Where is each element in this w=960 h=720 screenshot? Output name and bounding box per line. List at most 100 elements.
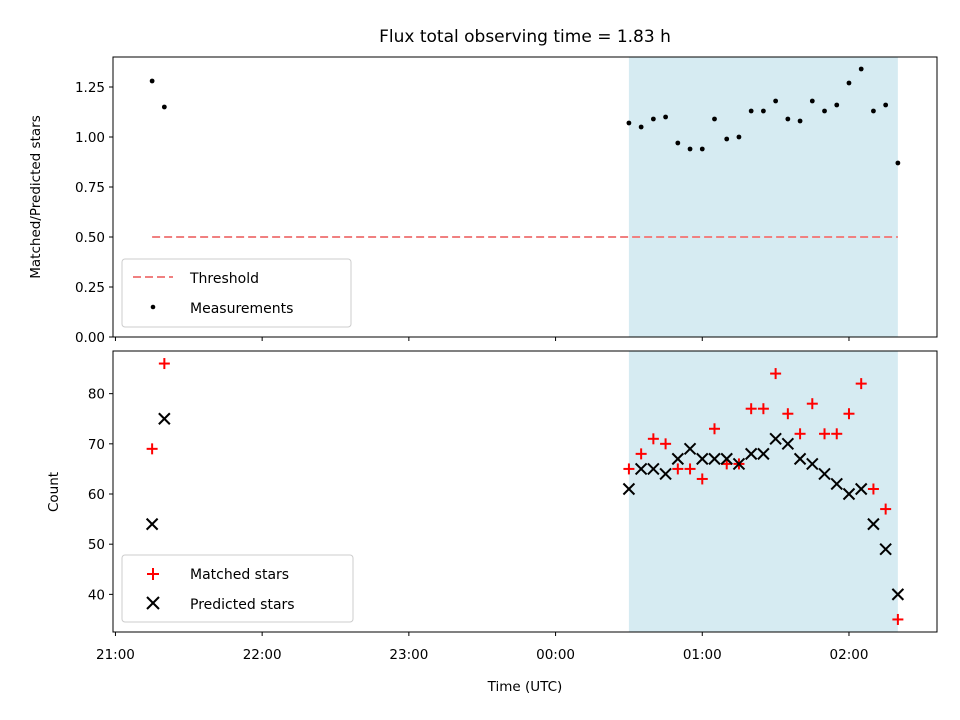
measurement-point xyxy=(785,116,791,122)
predicted-star-point xyxy=(793,452,807,466)
predicted-star-point xyxy=(145,517,159,531)
x-tick-label: 00:00 xyxy=(536,647,575,663)
predicted-star-point xyxy=(830,477,843,491)
predicted-star-point xyxy=(867,517,880,531)
top-observing-window xyxy=(628,57,898,337)
x-axis-label: Time (UTC) xyxy=(487,679,563,695)
predicted-star-point xyxy=(732,457,746,471)
top-plot-frame xyxy=(112,56,938,338)
predicted-star-point xyxy=(622,482,636,496)
bottom-y-tick-label: 50 xyxy=(88,537,105,553)
predicted-star-point xyxy=(781,437,795,451)
predicted-star-point xyxy=(634,462,648,476)
measurement-point xyxy=(809,98,815,104)
measurement-point xyxy=(773,98,779,104)
measurement-point xyxy=(760,108,766,114)
predicted-star-point xyxy=(720,452,733,466)
bottom-observing-window xyxy=(628,351,898,632)
x-tick-label: 02:00 xyxy=(830,647,869,663)
matched-star-point xyxy=(745,403,757,415)
matched-star-point xyxy=(684,463,696,475)
measurement-point xyxy=(883,102,889,108)
predicted-star-point xyxy=(659,467,672,481)
predicted-star-point xyxy=(158,412,171,425)
x-tick-label: 23:00 xyxy=(389,647,428,663)
matched-star-point xyxy=(660,438,672,450)
measurement-point xyxy=(895,160,901,166)
predicted-star-point xyxy=(683,442,697,456)
top-y-tick-label: 0.25 xyxy=(75,280,105,296)
measurement-point xyxy=(675,140,681,146)
chart-title: Flux total observing time = 1.83 h xyxy=(379,27,671,47)
top-legend-box xyxy=(121,258,352,328)
top-panel: 0.00 0.25 0.50 0.75 1.00 1.25 Matched/Predict… xyxy=(28,56,938,346)
legend-predicted-label: Predicted stars xyxy=(190,597,295,613)
top-y-axis-label: Matched/Predicted stars xyxy=(28,115,44,278)
bottom-panel: 40 50 60 70 80 21:00 22:00 23:00 00:00 01:00 02:0… xyxy=(46,350,938,695)
measurement-point xyxy=(748,108,754,114)
predicted-star-point xyxy=(854,482,868,496)
matched-star-point xyxy=(831,428,843,440)
bottom-plot-frame xyxy=(112,350,938,633)
legend-measurements-label: Measurements xyxy=(190,301,293,317)
measurement-point xyxy=(149,78,155,84)
measurement-point xyxy=(858,66,864,72)
matched-star-point xyxy=(757,403,769,415)
measurement-point xyxy=(663,114,668,120)
top-legend: Threshold Measurements xyxy=(121,258,352,328)
measurement-point xyxy=(699,146,705,152)
predicted-star-point xyxy=(842,487,856,501)
matched-star-point xyxy=(843,408,855,420)
x-tick-label: 21:00 xyxy=(96,647,135,663)
legend-matched-swatch xyxy=(147,568,159,580)
top-y-tick-label: 0.75 xyxy=(75,180,105,196)
matched-star-point xyxy=(146,443,158,455)
matched-star-point xyxy=(880,503,892,515)
x-tick-label: 22:00 xyxy=(243,647,282,663)
legend-matched-label: Matched stars xyxy=(190,567,289,583)
bottom-y-axis-label: Count xyxy=(46,472,62,512)
top-y-tick-label: 1.25 xyxy=(75,80,105,96)
measurement-point xyxy=(626,120,632,126)
legend-predicted-swatch xyxy=(146,596,160,610)
measurement-point xyxy=(871,108,876,114)
measurement-point xyxy=(846,80,852,86)
measurement-point xyxy=(724,136,730,142)
top-y-tick-label: 0.50 xyxy=(75,230,105,246)
predicted-star-point xyxy=(806,457,819,471)
measurement-point xyxy=(650,116,656,122)
predicted-star-point xyxy=(647,462,660,476)
bottom-legend-box xyxy=(121,554,354,623)
matched-star-point xyxy=(819,428,831,440)
top-y-tick-label: 0.00 xyxy=(75,330,105,346)
matched-star-point xyxy=(672,463,684,475)
predicted-star-point xyxy=(818,467,831,481)
measurement-point xyxy=(161,104,167,110)
measurement-point xyxy=(638,124,644,130)
measurement-point xyxy=(822,108,827,114)
legend-measurements-swatch xyxy=(150,304,156,310)
bottom-y-tick-label: 70 xyxy=(88,437,105,453)
measurement-point xyxy=(712,116,717,122)
matched-star-point xyxy=(623,463,635,475)
predicted-star-point xyxy=(708,452,721,466)
matched-star-point xyxy=(635,448,647,460)
predicted-star-point xyxy=(891,588,905,601)
measurement-point xyxy=(736,134,742,140)
matched-star-point xyxy=(867,483,879,495)
matched-star-point xyxy=(782,408,794,420)
measurement-point xyxy=(687,146,693,152)
bottom-y-tick-label: 60 xyxy=(88,487,105,503)
predicted-star-point xyxy=(769,432,782,446)
legend-threshold-label: Threshold xyxy=(189,271,259,287)
matched-star-point xyxy=(158,358,170,370)
matched-star-point xyxy=(892,613,904,625)
matched-star-point xyxy=(708,423,720,435)
bottom-legend: Matched stars Predicted stars xyxy=(121,554,354,623)
measurement-point xyxy=(797,118,803,124)
matched-star-point xyxy=(696,473,708,485)
matched-star-point xyxy=(806,398,818,410)
predicted-star-point xyxy=(696,452,709,466)
bottom-y-tick-label: 80 xyxy=(88,387,105,403)
